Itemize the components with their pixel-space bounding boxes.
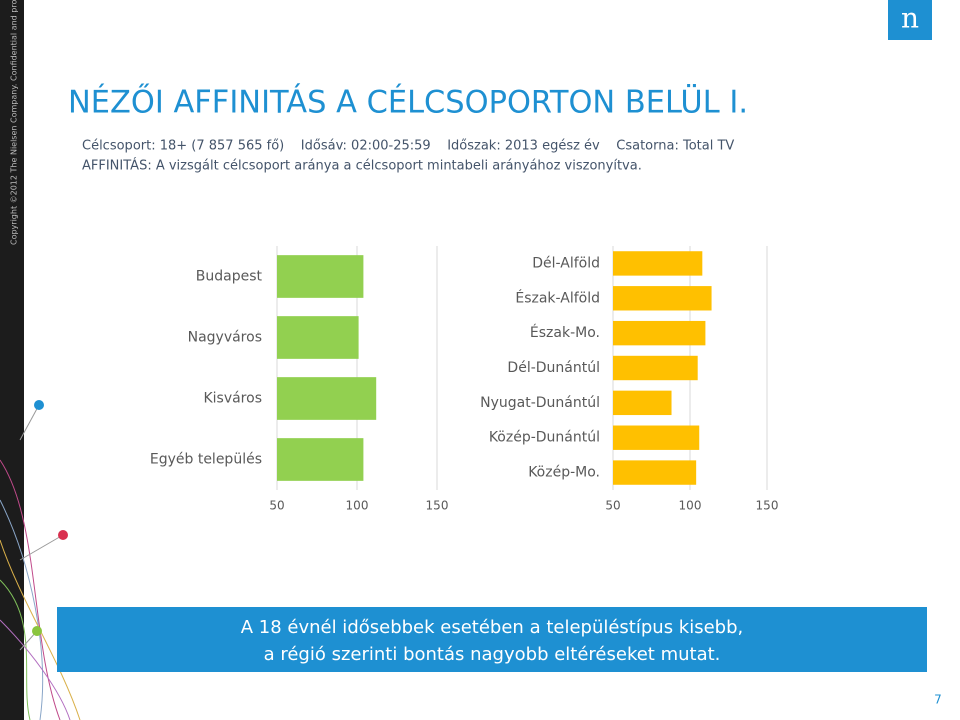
bar: [613, 460, 697, 485]
category-label: Egyéb település: [150, 452, 262, 468]
page-number: 7: [934, 693, 942, 707]
dot: [58, 530, 68, 540]
bar: [613, 390, 672, 416]
bar: [613, 251, 703, 276]
conclusion-box: [57, 607, 927, 672]
definition: AFFINITÁS: A vizsgált célcsoport aránya …: [82, 158, 642, 174]
x-tick-label: 50: [269, 499, 284, 513]
category-label: Közép-Mo.: [528, 465, 600, 481]
category-label: Nagyváros: [188, 330, 262, 346]
category-label: Kisváros: [203, 391, 262, 407]
title: NÉZŐI AFFINITÁS A CÉLCSOPORTON BELÜL I.: [68, 84, 748, 121]
category-label: Észak-Alföld: [515, 289, 600, 306]
bar: [613, 286, 712, 311]
dot: [34, 400, 44, 410]
category-label: Közép-Dunántúl: [489, 430, 600, 446]
bar: [613, 320, 706, 346]
bar: [277, 377, 377, 420]
category-label: Észak-Mo.: [530, 324, 600, 341]
logo: n: [901, 2, 919, 35]
x-tick-label: 50: [605, 499, 620, 513]
x-tick-label: 150: [426, 499, 449, 513]
x-tick-label: 150: [756, 499, 779, 513]
bar: [277, 255, 364, 298]
conclusion: A 18 évnél idősebbek esetében a települé…: [241, 617, 744, 638]
logo-box: [888, 0, 932, 40]
x-tick-label: 100: [346, 499, 369, 513]
bar: [613, 355, 698, 381]
conclusion: a régió szerinti bontás nagyobb eltérése…: [264, 644, 721, 665]
bar: [277, 316, 359, 359]
category-label: Nyugat-Dunántúl: [480, 395, 600, 411]
category-label: Dél-Dunántúl: [507, 360, 600, 376]
x-tick-label: 100: [679, 499, 702, 513]
bar: [613, 425, 700, 450]
info-line: Célcsoport: 18+ (7 857 565 fő) Idősáv: 0…: [82, 139, 734, 154]
bar: [277, 438, 364, 481]
side-strip: [0, 0, 24, 720]
category-label: Budapest: [196, 269, 263, 285]
copyright: Copyright ©2012 The Nielsen Company. Con…: [10, 0, 19, 245]
category-label: Dél-Alföld: [532, 255, 600, 271]
dot: [32, 626, 42, 636]
